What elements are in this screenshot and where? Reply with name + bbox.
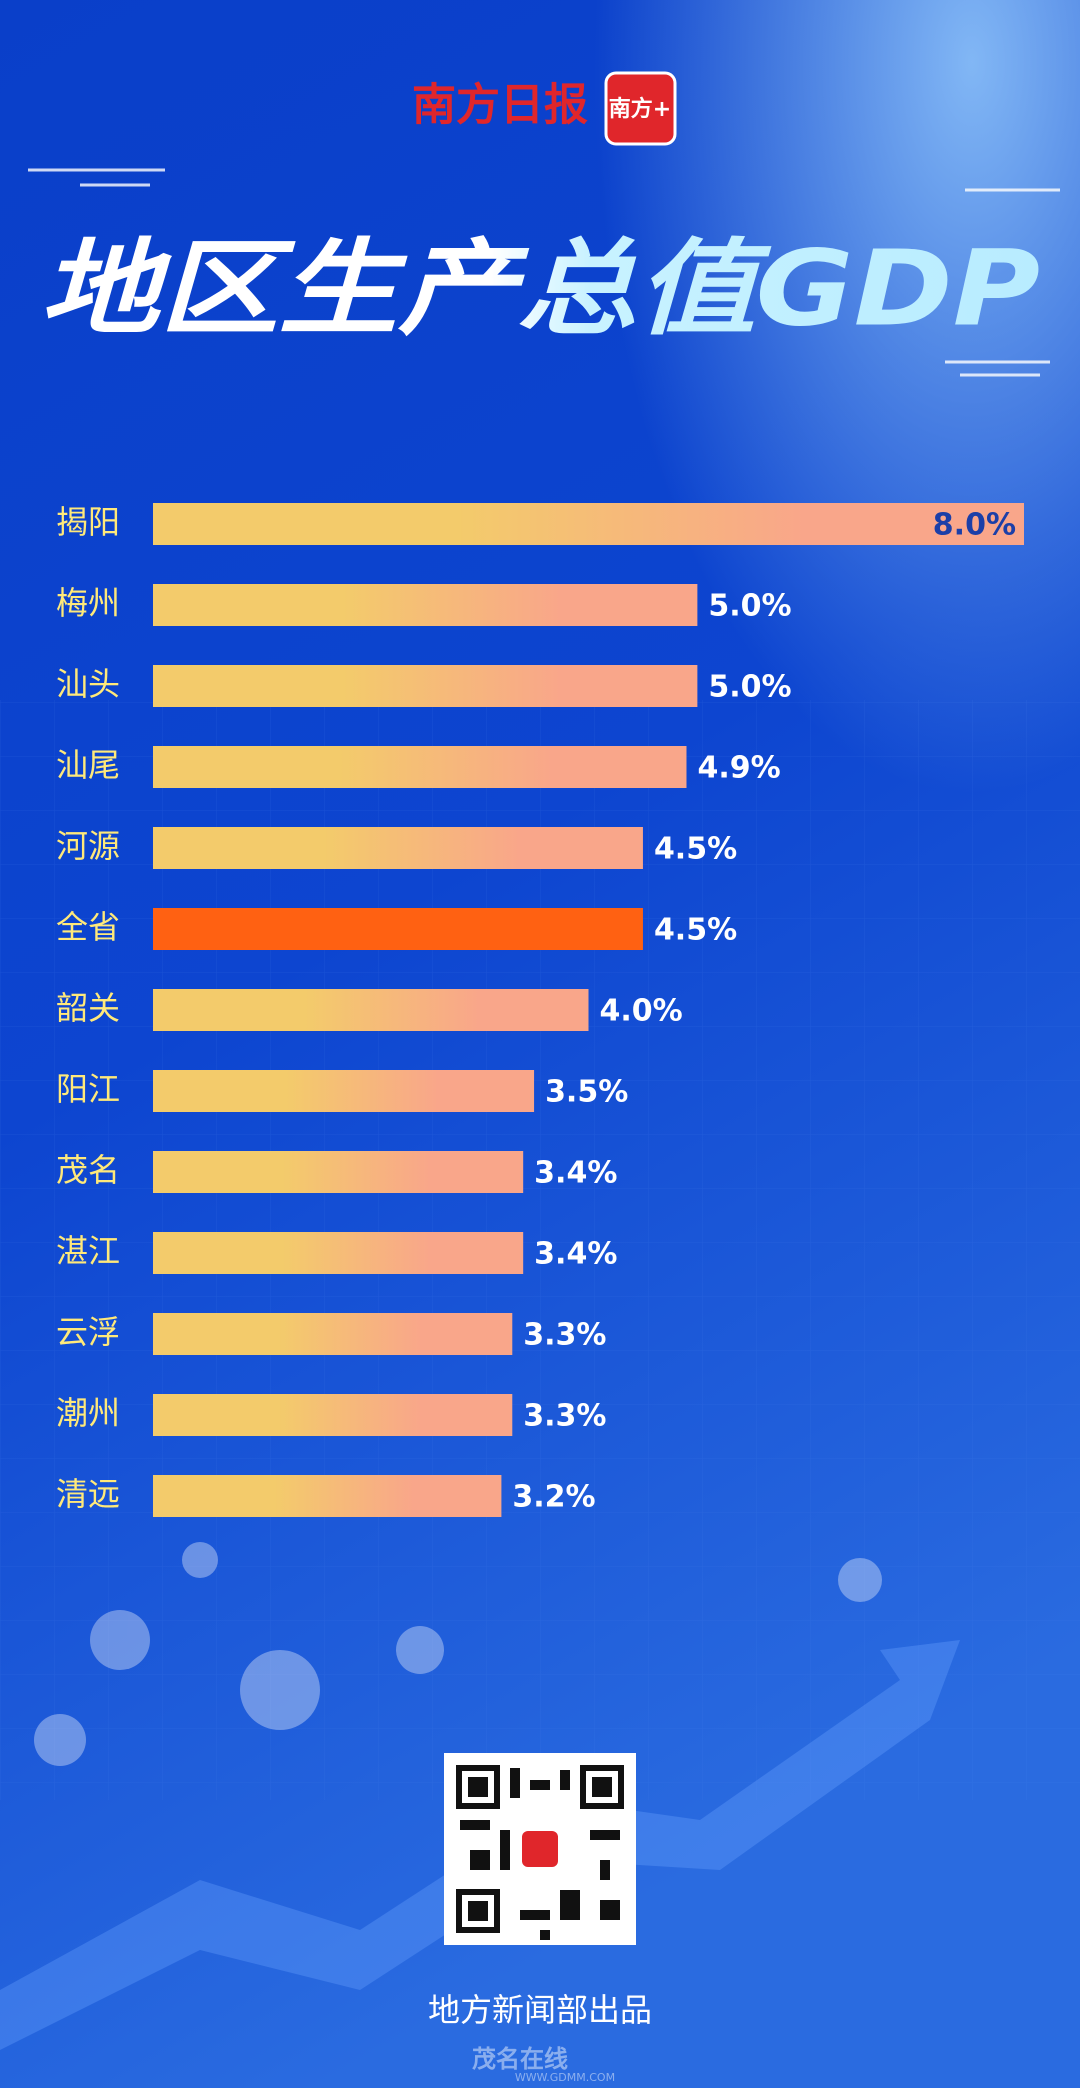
- bar: [153, 1313, 513, 1355]
- chart-title: 地区生产总值GDP: [40, 227, 1040, 349]
- value-label: 3.2%: [512, 1480, 595, 1515]
- value-label: 3.4%: [534, 1237, 617, 1272]
- category-label: 河源: [56, 827, 120, 865]
- value-label: 4.0%: [600, 994, 683, 1029]
- category-label: 阳江: [56, 1070, 120, 1108]
- category-label: 茂名: [56, 1151, 120, 1189]
- value-label: 5.0%: [708, 589, 791, 624]
- bar: [153, 1394, 513, 1436]
- value-label: 3.3%: [523, 1318, 606, 1353]
- value-label: 3.3%: [523, 1399, 606, 1434]
- value-label: 4.5%: [654, 832, 737, 867]
- title-deco: [28, 168, 1060, 377]
- bar: [153, 665, 698, 707]
- value-label: 8.0%: [933, 508, 1016, 543]
- bar: [153, 989, 589, 1031]
- brand-logo: 南方日报: [412, 80, 588, 131]
- bar: [153, 827, 643, 869]
- value-label: 5.0%: [708, 670, 791, 705]
- category-label: 全省: [56, 908, 120, 946]
- category-label: 揭阳: [56, 503, 120, 541]
- bokeh: [34, 1542, 882, 1766]
- qr-code: [444, 1753, 636, 1945]
- category-label: 云浮: [56, 1313, 120, 1351]
- value-label: 3.5%: [545, 1075, 628, 1110]
- bar: [153, 503, 1024, 545]
- app-badge-box: [604, 71, 677, 146]
- value-label: 4.9%: [697, 751, 780, 786]
- category-label: 清远: [56, 1475, 120, 1513]
- bar: [153, 908, 643, 950]
- watermark-url: WWW.GDMM.COM: [515, 2071, 615, 2084]
- category-label: 梅州: [56, 584, 120, 622]
- category-label: 湛江: [56, 1232, 120, 1270]
- bar: [153, 584, 698, 626]
- category-label: 韶关: [56, 989, 120, 1027]
- credit: 地方新闻部出品: [428, 1991, 652, 2029]
- app-badge: 南方+: [609, 96, 671, 122]
- category-label: 汕头: [56, 665, 120, 703]
- watermark: 茂名在线: [472, 2045, 568, 2073]
- arrow-deco: [0, 1640, 960, 2050]
- value-label: 3.4%: [534, 1156, 617, 1191]
- bar: [153, 1070, 535, 1112]
- value-label: 4.5%: [654, 913, 737, 948]
- category-label: 潮州: [56, 1394, 120, 1432]
- bar: [153, 1232, 524, 1274]
- category-label: 汕尾: [56, 746, 120, 784]
- bar: [153, 746, 687, 788]
- bar: [153, 1151, 524, 1193]
- bar: [153, 1475, 502, 1517]
